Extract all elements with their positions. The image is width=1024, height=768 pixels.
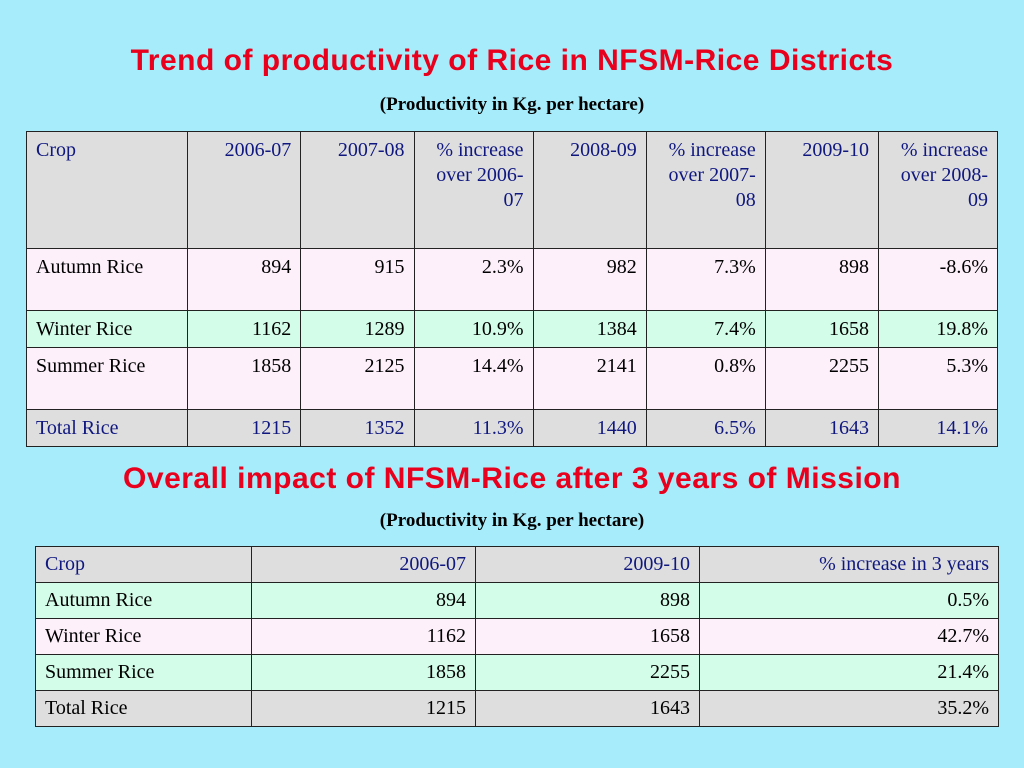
value-cell: 14.1% [878, 409, 998, 447]
crop-cell: Total Rice [35, 690, 252, 727]
value-cell: 42.7% [699, 618, 999, 655]
productivity-trend-table: Crop 2006-07 2007-08 % increase over 200… [26, 131, 998, 447]
value-cell: 6.5% [645, 409, 766, 447]
header-cell: Crop [26, 131, 188, 249]
value-cell: 898 [764, 248, 880, 311]
value-cell: 894 [186, 248, 302, 311]
table-row: Autumn Rice 894 915 2.3% 982 7.3% 898 -8… [26, 248, 998, 311]
value-cell: 2141 [532, 347, 647, 410]
value-cell: 1352 [300, 409, 415, 447]
header-cell: 2006-07 [251, 546, 476, 583]
value-cell: 2.3% [413, 248, 534, 311]
value-cell: -8.6% [878, 248, 998, 311]
value-cell: 10.9% [413, 310, 534, 348]
value-cell: 1658 [475, 618, 700, 655]
value-cell: 1643 [475, 690, 700, 727]
value-cell: 915 [300, 248, 415, 311]
value-cell: 2255 [475, 654, 700, 691]
table-header-row: Crop 2006-07 2007-08 % increase over 200… [26, 131, 998, 249]
value-cell: 1215 [186, 409, 302, 447]
value-cell: 894 [251, 582, 476, 619]
value-cell: 898 [475, 582, 700, 619]
value-cell: 11.3% [413, 409, 534, 447]
value-cell: 7.4% [645, 310, 766, 348]
crop-cell: Autumn Rice [35, 582, 252, 619]
header-cell: % increase over 2006-07 [413, 131, 534, 249]
value-cell: 1643 [764, 409, 880, 447]
crop-cell: Total Rice [26, 409, 188, 447]
value-cell: 19.8% [878, 310, 998, 348]
value-cell: 1289 [300, 310, 415, 348]
value-cell: 1858 [251, 654, 476, 691]
overall-impact-table: Crop 2006-07 2009-10 % increase in 3 yea… [35, 546, 999, 727]
section2-title: Overall impact of NFSM-Rice after 3 year… [123, 462, 901, 495]
crop-cell: Summer Rice [26, 347, 188, 410]
value-cell: 982 [532, 248, 647, 311]
crop-cell: Winter Rice [35, 618, 252, 655]
section1-subtitle: (Productivity in Kg. per hectare) [379, 94, 645, 115]
table-row: Autumn Rice 894 898 0.5% [35, 582, 999, 619]
value-cell: 1162 [186, 310, 302, 348]
table-row-total: Total Rice 1215 1643 35.2% [35, 690, 999, 727]
table-row-total: Total Rice 1215 1352 11.3% 1440 6.5% 164… [26, 409, 998, 447]
table-header-row: Crop 2006-07 2009-10 % increase in 3 yea… [35, 546, 999, 583]
value-cell: 1215 [251, 690, 476, 727]
section1-title: Trend of productivity of Rice in NFSM-Ri… [130, 44, 894, 77]
header-cell: % increase over 2008-09 [878, 131, 998, 249]
header-cell: 2006-07 [186, 131, 302, 249]
header-cell: 2009-10 [475, 546, 700, 583]
header-cell: 2009-10 [764, 131, 880, 249]
value-cell: 0.8% [645, 347, 766, 410]
section2-subtitle: (Productivity in Kg. per hectare) [379, 510, 645, 531]
table-row: Summer Rice 1858 2125 14.4% 2141 0.8% 22… [26, 347, 998, 410]
header-cell: % increase in 3 years [699, 546, 999, 583]
header-cell: 2008-09 [532, 131, 647, 249]
header-cell: % increase over 2007-08 [645, 131, 766, 249]
value-cell: 0.5% [699, 582, 999, 619]
value-cell: 2255 [764, 347, 880, 410]
value-cell: 35.2% [699, 690, 999, 727]
crop-cell: Autumn Rice [26, 248, 188, 311]
table-row: Winter Rice 1162 1289 10.9% 1384 7.4% 16… [26, 310, 998, 348]
value-cell: 5.3% [878, 347, 998, 410]
header-cell: Crop [35, 546, 252, 583]
value-cell: 7.3% [645, 248, 766, 311]
value-cell: 1162 [251, 618, 476, 655]
value-cell: 1858 [186, 347, 302, 410]
value-cell: 1440 [532, 409, 647, 447]
crop-cell: Winter Rice [26, 310, 188, 348]
table-row: Winter Rice 1162 1658 42.7% [35, 618, 999, 655]
value-cell: 1658 [764, 310, 880, 348]
header-cell: 2007-08 [300, 131, 415, 249]
value-cell: 2125 [300, 347, 415, 410]
crop-cell: Summer Rice [35, 654, 252, 691]
table-row: Summer Rice 1858 2255 21.4% [35, 654, 999, 691]
value-cell: 14.4% [413, 347, 534, 410]
value-cell: 1384 [532, 310, 647, 348]
value-cell: 21.4% [699, 654, 999, 691]
